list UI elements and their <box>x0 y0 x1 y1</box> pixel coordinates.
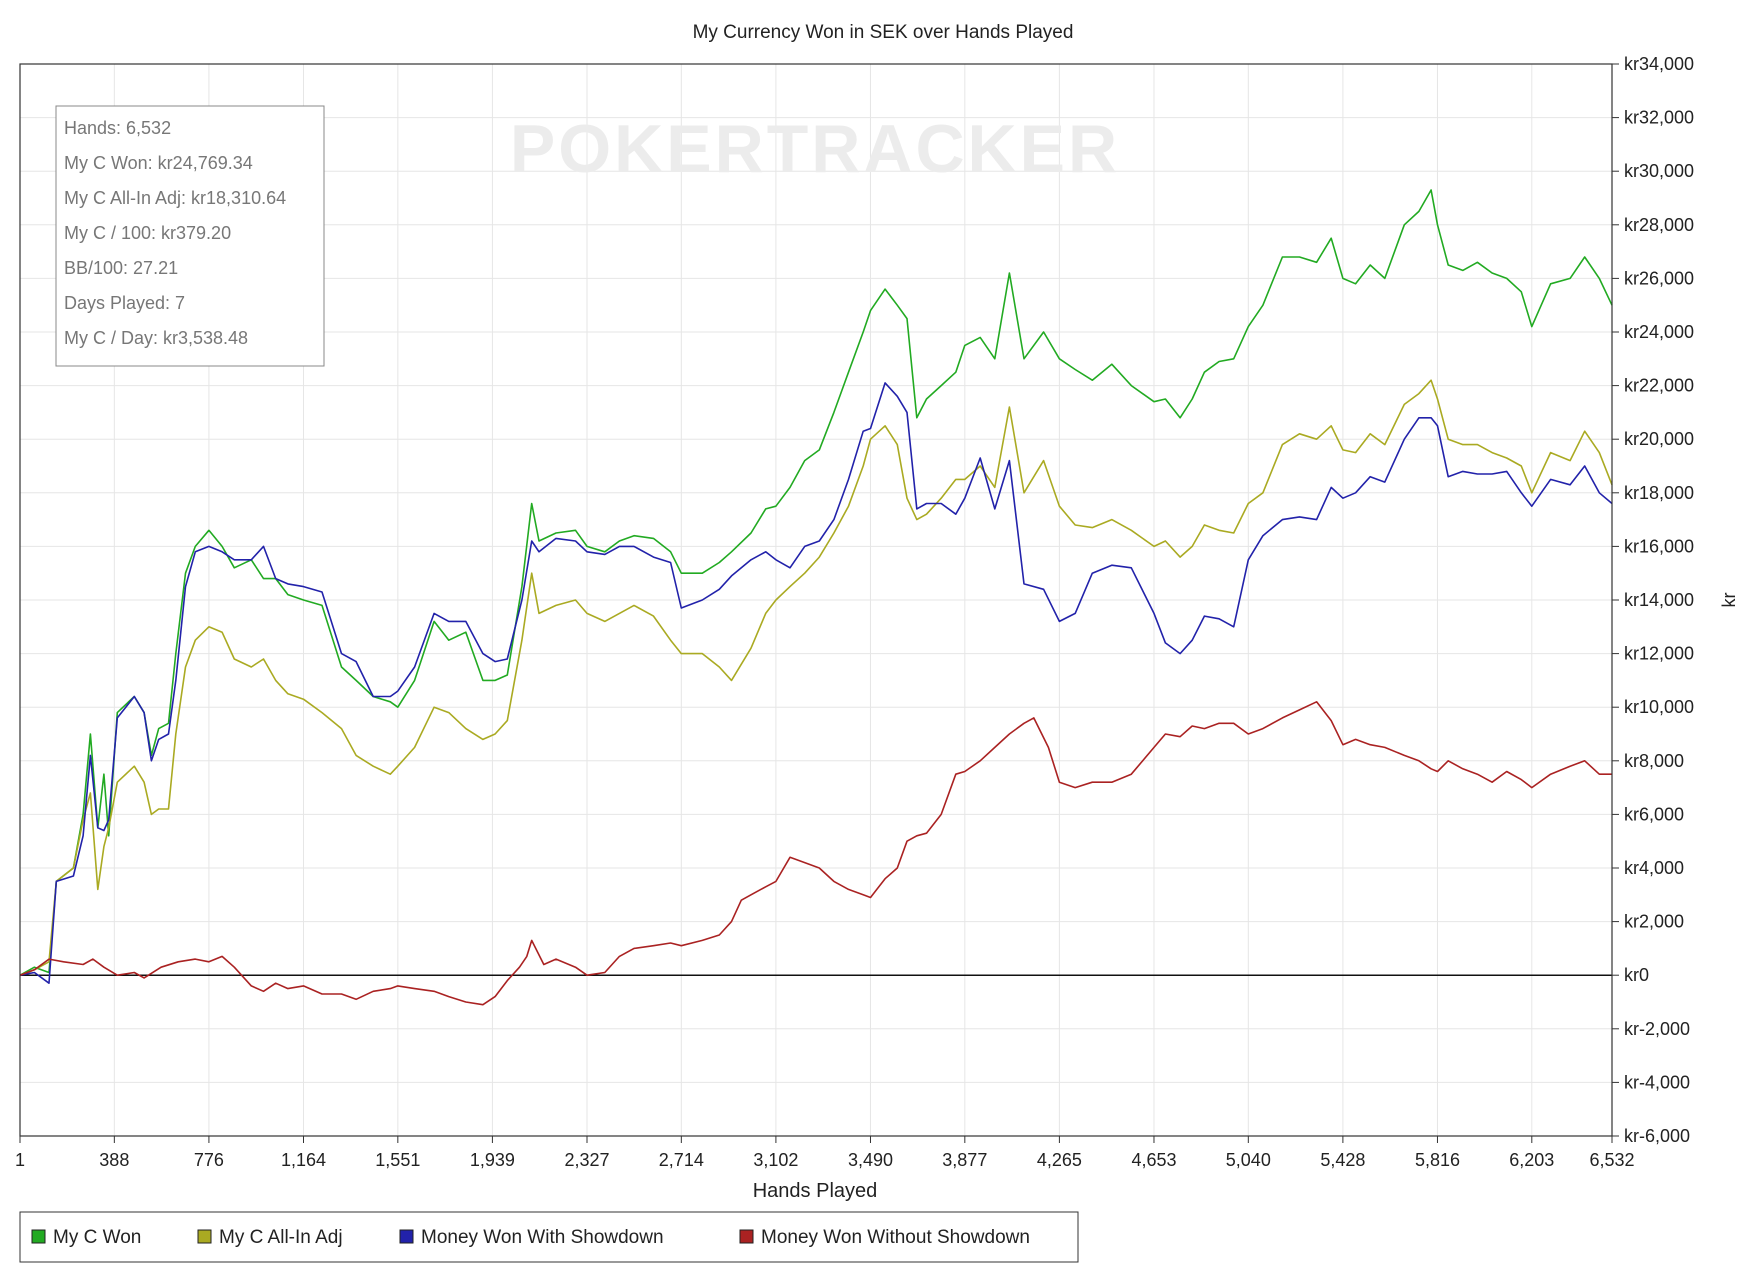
legend-label: My C Won <box>53 1227 141 1248</box>
stats-line: BB/100: 27.21 <box>64 258 178 278</box>
x-tick-label: 1,551 <box>375 1150 420 1170</box>
x-tick-label: 5,428 <box>1320 1150 1365 1170</box>
y-tick-label: kr20,000 <box>1624 429 1694 449</box>
series-line-my-c-all-in-adj <box>19 379 1613 976</box>
y-tick-label: kr22,000 <box>1624 376 1694 396</box>
x-tick-label: 1 <box>15 1150 25 1170</box>
watermark-text: POKERTRACKER <box>510 111 1120 187</box>
y-tick-label: kr10,000 <box>1624 697 1694 717</box>
stats-line: My C Won: kr24,769.34 <box>64 153 253 173</box>
y-tick-label: kr14,000 <box>1624 590 1694 610</box>
legend-label: Money Won With Showdown <box>421 1227 664 1248</box>
watermark-logo: POKERTRACKER <box>510 111 1120 187</box>
y-tick-label: kr4,000 <box>1624 858 1684 878</box>
x-axis: 1 388 776 1,164 1,551 1,939 2,327 2,714 3,102 3,4… <box>15 1136 1635 1170</box>
y-tick-label: kr-4,000 <box>1624 1072 1690 1092</box>
x-tick-label: 776 <box>194 1150 224 1170</box>
series-lines <box>19 189 1613 1006</box>
y-tick-label: kr28,000 <box>1624 215 1694 235</box>
legend-label: Money Won Without Showdown <box>761 1227 1030 1248</box>
legend-swatch <box>197 1229 212 1244</box>
x-tick-label: 3,102 <box>753 1150 798 1170</box>
x-tick-label: 3,877 <box>942 1150 987 1170</box>
y-tick-label: kr6,000 <box>1624 804 1684 824</box>
stats-line: Days Played: 7 <box>64 293 185 313</box>
x-tick-label: 1,164 <box>281 1150 326 1170</box>
stats-line: My C / 100: kr379.20 <box>64 223 231 243</box>
y-tick-label: kr2,000 <box>1624 912 1684 932</box>
chart-title: My Currency Won in SEK over Hands Played <box>693 22 1074 43</box>
legend-swatch <box>739 1229 754 1244</box>
stats-line: Hands: 6,532 <box>64 118 171 138</box>
x-tick-label: 6,532 <box>1589 1150 1634 1170</box>
y-tick-label: kr32,000 <box>1624 108 1694 128</box>
x-tick-label: 3,490 <box>848 1150 893 1170</box>
x-axis-label: Hands Played <box>753 1180 878 1202</box>
y-tick-label: kr18,000 <box>1624 483 1694 503</box>
y-tick-label: kr16,000 <box>1624 536 1694 556</box>
x-tick-label: 6,203 <box>1509 1150 1554 1170</box>
y-tick-label: kr0 <box>1624 965 1649 985</box>
y-tick-label: kr-2,000 <box>1624 1019 1690 1039</box>
x-tick-label: 2,714 <box>659 1150 704 1170</box>
y-axis: kr34,000 kr32,000 kr30,000 kr28,000 kr26,000… <box>1612 54 1694 1146</box>
y-tick-label: kr12,000 <box>1624 644 1694 664</box>
series-line-money-won-with-showdown <box>19 382 1613 984</box>
y-tick-label: kr34,000 <box>1624 54 1694 74</box>
legend: My C Won My C All-In Adj Money Won With Sh… <box>19 1211 1079 1263</box>
x-tick-label: 4,265 <box>1037 1150 1082 1170</box>
stats-box: Hands: 6,532 My C Won: kr24,769.34 My C Al… <box>55 105 325 367</box>
legend-label: My C All-In Adj <box>219 1227 343 1248</box>
y-tick-label: kr-6,000 <box>1624 1126 1690 1146</box>
stats-box-frame <box>55 105 325 367</box>
y-tick-label: kr8,000 <box>1624 751 1684 771</box>
legend-swatch <box>399 1229 414 1244</box>
stats-line: My C / Day: kr3,538.48 <box>64 328 248 348</box>
y-axis-label: kr <box>1719 593 1739 608</box>
stats-line: My C All-In Adj: kr18,310.64 <box>64 188 286 208</box>
x-tick-label: 5,040 <box>1226 1150 1271 1170</box>
legend-swatch <box>31 1229 46 1244</box>
legend-frame <box>19 1211 1079 1263</box>
y-tick-label: kr26,000 <box>1624 268 1694 288</box>
x-tick-label: 4,653 <box>1131 1150 1176 1170</box>
series-line-money-won-without-showdown <box>19 701 1612 1006</box>
x-tick-label: 1,939 <box>470 1150 515 1170</box>
series-line-my-c-won <box>19 189 1613 976</box>
x-tick-label: 5,816 <box>1415 1150 1460 1170</box>
x-tick-label: 2,327 <box>564 1150 609 1170</box>
x-tick-label: 388 <box>99 1150 129 1170</box>
y-tick-label: kr30,000 <box>1624 161 1694 181</box>
y-tick-label: kr24,000 <box>1624 322 1694 342</box>
